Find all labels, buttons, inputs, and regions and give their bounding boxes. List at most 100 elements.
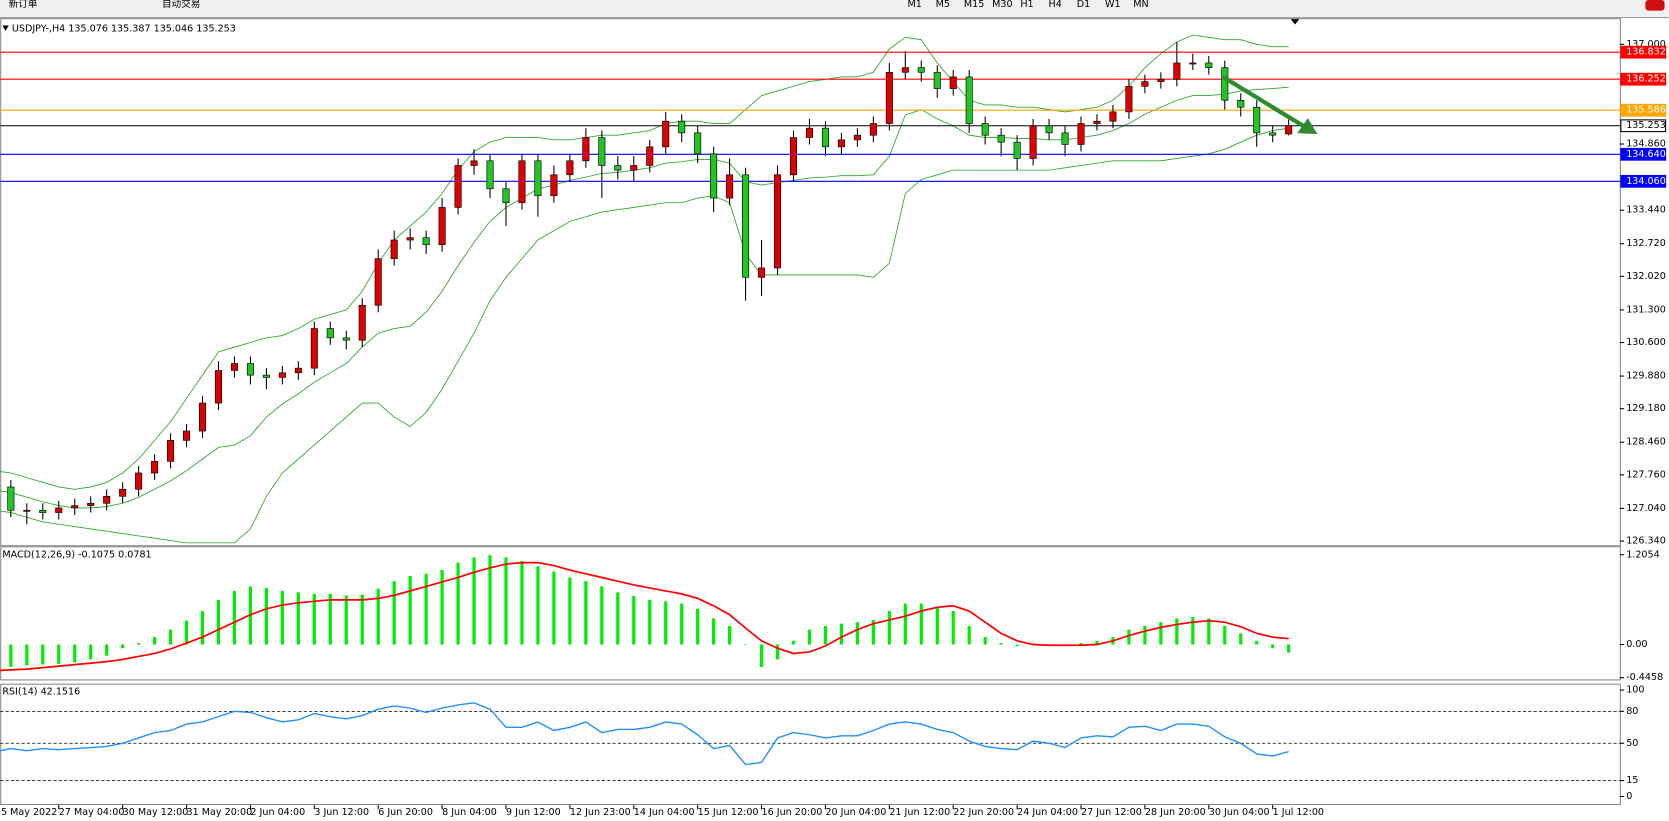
candle-body: [358, 304, 366, 341]
macd-bar: [200, 611, 205, 645]
candle-body: [646, 146, 654, 166]
candle-body: [901, 67, 909, 73]
x-tick-label: 16 Jun 20:00: [762, 807, 823, 818]
y-tick-label: 100: [1626, 685, 1644, 696]
y-tick-label: 15: [1626, 775, 1638, 786]
timeframe-button[interactable]: MN: [1133, 0, 1148, 10]
timeframe-button[interactable]: M30: [992, 0, 1012, 10]
macd-bar: [1015, 644, 1019, 647]
level-label: 136.252: [1626, 74, 1666, 85]
candle-body: [374, 258, 382, 306]
macd-bar: [232, 590, 237, 645]
timeframe-bar: M1 M5 M15 M30 H1 H4 D1 W1 MN: [907, 0, 1148, 10]
candle-body: [1157, 78, 1165, 82]
macd-bar: [184, 620, 189, 645]
candle-body: [103, 495, 111, 504]
candle-body: [933, 71, 941, 89]
candle-body: [598, 137, 606, 166]
macd-bar: [280, 590, 284, 645]
collapse-icon: [2, 25, 9, 31]
bollinger-middle: [0, 86, 1289, 509]
x-tick-label: 21 Jun 12:00: [889, 807, 950, 818]
timeframe-button[interactable]: M5: [936, 0, 950, 10]
macd-bar: [680, 603, 684, 645]
candle-body: [135, 472, 143, 490]
timeframe-button[interactable]: W1: [1105, 0, 1121, 10]
level-label-box: [1620, 103, 1667, 117]
level-label-box: [1620, 72, 1667, 86]
candle-body: [214, 370, 222, 404]
candle-body: [518, 160, 526, 204]
x-tick-label: 20 Jun 04:00: [825, 807, 886, 818]
candle-body: [1013, 141, 1021, 159]
candle-body: [326, 328, 334, 339]
level-label: 135.253: [1626, 120, 1666, 131]
macd-bar: [520, 561, 524, 645]
x-tick-label: 30 Jun 04:00: [1209, 807, 1270, 818]
macd-bar: [632, 596, 636, 645]
macd-bar: [967, 625, 971, 645]
macd-bar: [344, 595, 348, 645]
toolbar-button[interactable]: 自动交易: [162, 0, 200, 10]
candle-body: [406, 237, 414, 241]
candle-body: [1237, 99, 1245, 108]
candle-body: [566, 160, 574, 176]
timeframe-button[interactable]: H4: [1049, 0, 1062, 10]
candle-body: [470, 160, 478, 166]
macd-signal: [0, 561, 1289, 672]
timeframe-button[interactable]: D1: [1077, 0, 1090, 10]
candle-body: [1253, 106, 1261, 134]
timeframe-button[interactable]: M1: [907, 0, 921, 10]
macd-bar: [983, 637, 987, 645]
x-tick-label: 28 Jun 20:00: [1145, 807, 1206, 818]
candle-body: [1109, 111, 1117, 122]
candle-body: [1141, 81, 1149, 87]
macd-bar: [25, 644, 29, 666]
macd-bar: [1239, 633, 1243, 645]
candle-body: [119, 488, 127, 497]
candle-body: [710, 153, 718, 199]
macd-bar: [1287, 644, 1291, 653]
y-tick-label: 1.2054: [1626, 549, 1660, 560]
level-label-box: [1620, 45, 1667, 59]
x-tick-label: 6 Jun 20:00: [378, 807, 433, 818]
macd-bar: [440, 570, 444, 645]
macd-bar: [9, 644, 13, 667]
candle-body: [1221, 67, 1229, 101]
alert-icon[interactable]: [1645, 0, 1665, 11]
x-tick-label: 2 Jun 04:00: [250, 807, 305, 818]
candle-body: [981, 123, 989, 136]
y-tick-label: 126.340: [1626, 536, 1666, 547]
candle-body: [1077, 123, 1085, 145]
macd-bar: [376, 588, 380, 645]
candle-body: [422, 237, 430, 245]
macd-bar: [791, 640, 796, 645]
macd-bar: [296, 592, 300, 645]
candle-body: [1029, 125, 1037, 159]
rsi-panel: [0, 683, 1621, 806]
y-tick-label: 131.300: [1626, 304, 1666, 315]
y-tick-label: 0.00: [1626, 639, 1647, 650]
y-tick-label: 130.600: [1626, 337, 1666, 348]
candle-body: [678, 120, 686, 134]
macd-bar: [408, 576, 412, 645]
toolbar-button[interactable]: 新订单: [9, 0, 38, 10]
timeframe-button[interactable]: M15: [964, 0, 984, 10]
candle-body: [997, 134, 1005, 143]
x-tick-label: 22 Jun 20:00: [953, 807, 1014, 818]
candle-body: [789, 137, 798, 176]
macd-bar: [664, 601, 668, 645]
candle-body: [805, 127, 813, 138]
y-tick-label: 127.040: [1626, 503, 1666, 514]
candle-body: [23, 509, 31, 512]
macd-bar: [472, 557, 476, 645]
candle-body: [486, 160, 494, 190]
y-tick-label: 0: [1626, 791, 1632, 802]
candle-body: [774, 174, 782, 269]
candle-body: [534, 160, 542, 197]
x-tick-label: 3 Jun 12:00: [314, 807, 369, 818]
timeframe-button[interactable]: H1: [1020, 0, 1033, 10]
macd-bar: [1255, 640, 1259, 645]
